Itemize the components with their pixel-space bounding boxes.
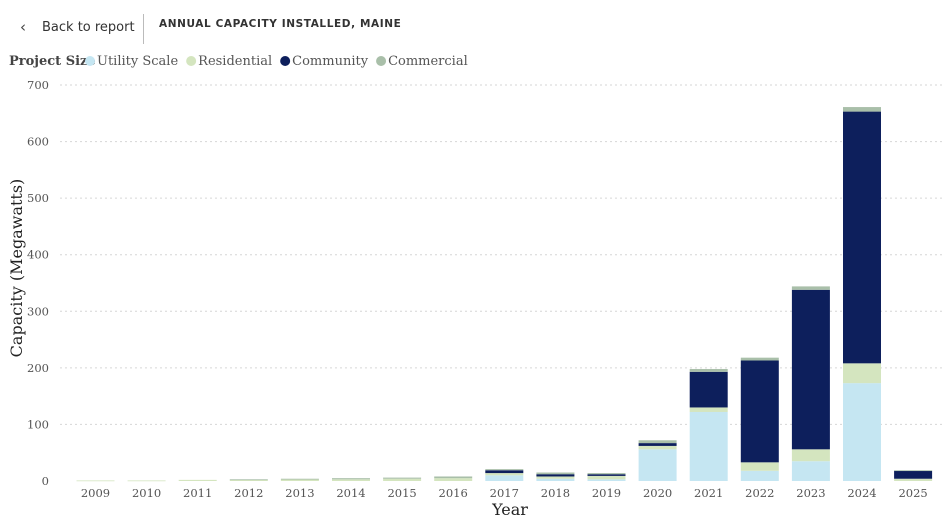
bar-2010-1[interactable] (127, 480, 166, 482)
bar-2011-1[interactable] (178, 479, 217, 481)
x-tick-label-2014: 2014 (336, 486, 365, 500)
x-tick-label-2021: 2021 (694, 486, 723, 500)
y-tick-label-1: 100 (27, 417, 49, 431)
x-tick-label-2023: 2023 (796, 486, 825, 500)
legend-marker-0 (85, 56, 95, 66)
bar-2016-1[interactable] (434, 478, 473, 481)
bar-2019-0[interactable] (587, 479, 626, 481)
x-tick-label-2024: 2024 (847, 486, 876, 500)
bar-2019-1[interactable] (587, 475, 626, 480)
legend-marker-3 (376, 56, 387, 66)
y-tick-label-3: 300 (27, 304, 49, 318)
bar-2016-3[interactable] (434, 476, 473, 479)
bar-2017-1[interactable] (485, 473, 524, 476)
bar-2018-1[interactable] (536, 476, 575, 479)
bar-2013-3[interactable] (280, 478, 319, 480)
back-label: Back to report (42, 19, 135, 35)
y-tick-label-7: 700 (27, 78, 49, 92)
x-axis-ticks: 2009 2010 2011 2012 2013 2014 2015 2016 2017 2018… (81, 486, 928, 500)
y-axis-ticks: 0 100 200 300 400 500 600 700 (27, 78, 49, 488)
bar-2021-1[interactable] (689, 407, 728, 412)
chevron-left-icon: ‹ (20, 18, 26, 36)
bar-2022-2[interactable] (740, 360, 779, 463)
bar-2020-1[interactable] (638, 445, 677, 450)
y-tick-label-6: 600 (27, 135, 49, 149)
bar-2024-3[interactable] (843, 107, 881, 112)
x-tick-label-2020: 2020 (643, 486, 672, 500)
bar-2020-2[interactable] (638, 443, 677, 446)
bar-2012-3[interactable] (229, 479, 268, 481)
bar-2017-0[interactable] (485, 475, 524, 481)
x-tick-label-2013: 2013 (285, 486, 314, 500)
bar-2018-3[interactable] (536, 472, 575, 475)
bar-2019-2[interactable] (587, 474, 626, 476)
bar-2025-1[interactable] (894, 478, 933, 481)
x-tick-label-2012: 2012 (234, 486, 263, 500)
legend-label-2: Community (292, 54, 369, 69)
bar-2014-1[interactable] (332, 479, 370, 481)
legend-label-1: Residential (198, 54, 272, 69)
x-tick-label-2019: 2019 (592, 486, 621, 500)
header-divider (143, 14, 144, 44)
bar-2021-0[interactable] (689, 411, 728, 481)
y-axis-label: Capacity (Megawatts) (7, 179, 26, 358)
bar-2015-1[interactable] (383, 478, 422, 481)
page-title: ANNUAL CAPACITY INSTALLED, MAINE (159, 18, 402, 30)
x-tick-label-2009: 2009 (81, 486, 110, 500)
bar-2014-3[interactable] (332, 478, 370, 480)
bar-2018-0[interactable] (536, 478, 575, 481)
bar-2023-3[interactable] (791, 286, 830, 290)
bar-2024-2[interactable] (843, 111, 881, 364)
x-tick-label-2025: 2025 (898, 486, 927, 500)
x-tick-label-2010: 2010 (132, 486, 161, 500)
bar-2021-2[interactable] (689, 371, 728, 408)
bar-2017-2[interactable] (485, 470, 524, 474)
bar-2024-0[interactable] (843, 383, 881, 481)
legend-title: Project Size (9, 54, 96, 69)
legend-label-0: Utility Scale (97, 54, 178, 69)
bar-2022-0[interactable] (740, 470, 779, 481)
y-tick-label-2: 200 (27, 361, 49, 375)
bar-2020-3[interactable] (638, 440, 677, 444)
bar-2022-1[interactable] (740, 462, 779, 471)
bar-2012-1[interactable] (229, 479, 268, 481)
legend-label-3: Commercial (388, 54, 468, 69)
bar-2013-1[interactable] (280, 479, 319, 481)
top-bar: ‹ Back to report ANNUAL CAPACITY INSTALL… (0, 0, 947, 50)
y-tick-label-5: 500 (27, 191, 49, 205)
x-tick-label-2015: 2015 (387, 486, 416, 500)
bar-2023-0[interactable] (791, 461, 830, 481)
x-tick-label-2017: 2017 (490, 486, 519, 500)
bar-2023-2[interactable] (791, 289, 830, 450)
bar-2023-1[interactable] (791, 449, 830, 462)
back-to-report-button[interactable]: ‹ Back to report (20, 14, 135, 40)
bar-2018-2[interactable] (536, 474, 575, 477)
bar-2021-3[interactable] (689, 368, 728, 372)
y-tick-label-4: 400 (27, 248, 49, 262)
bar-2024-1[interactable] (843, 363, 881, 384)
legend-marker-1 (186, 56, 197, 66)
bar-2025-3[interactable] (894, 470, 933, 472)
x-tick-label-2022: 2022 (745, 486, 774, 500)
bar-2022-3[interactable] (740, 357, 779, 361)
bar-2019-3[interactable] (587, 473, 626, 475)
x-tick-label-2016: 2016 (439, 486, 468, 500)
bar-2017-3[interactable] (485, 469, 524, 471)
bar-2020-0[interactable] (638, 449, 677, 481)
bars (76, 107, 933, 482)
x-axis-label: Year (491, 500, 528, 519)
legend-marker-2 (280, 56, 291, 66)
y-tick-label-0: 0 (42, 474, 49, 488)
x-tick-label-2018: 2018 (541, 486, 570, 500)
legend: Project Size Utility Scale Residential Com… (9, 54, 468, 69)
x-tick-label-2011: 2011 (183, 486, 212, 500)
bar-2015-3[interactable] (383, 477, 422, 479)
bar-2009-1[interactable] (76, 480, 115, 482)
stacked-bar-chart: Project Size Utility Scale Residential Com… (7, 54, 945, 519)
bar-2025-2[interactable] (894, 470, 933, 479)
